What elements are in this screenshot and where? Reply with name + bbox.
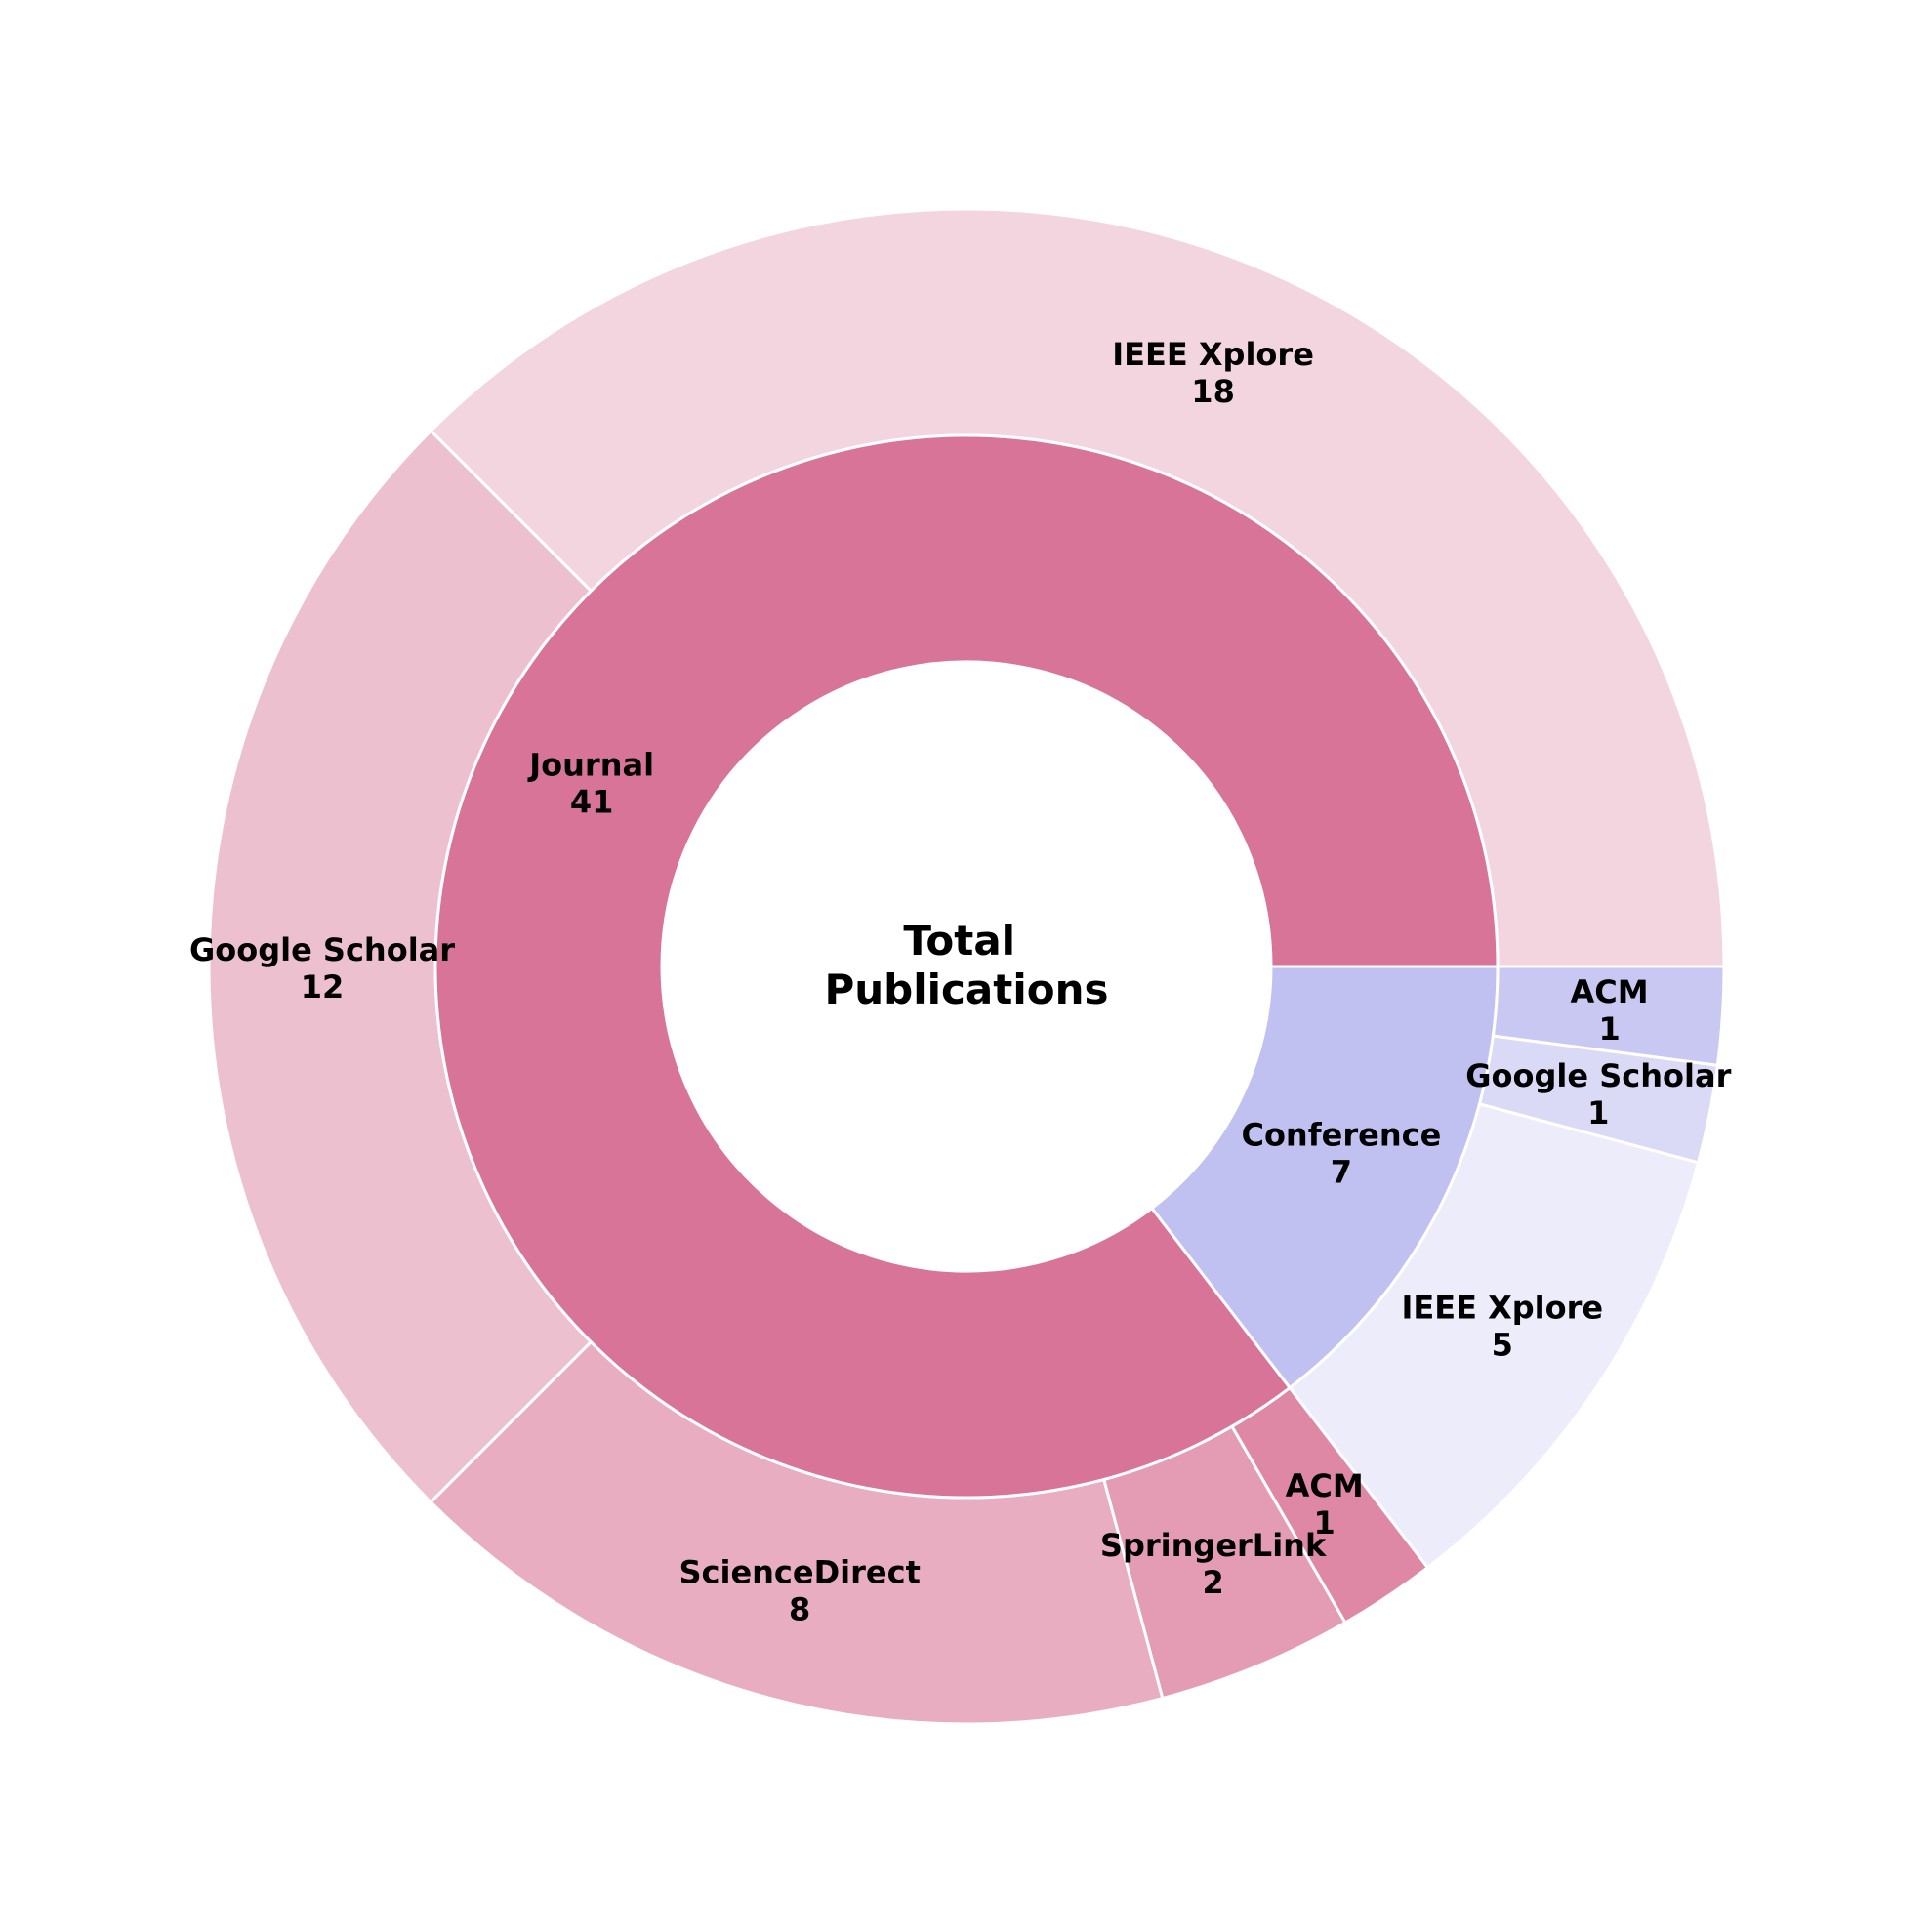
outer-label-conference-google-scholar-value: 1 [1587,1094,1609,1131]
outer-label-journal-sciencedirect-value: 8 [789,1591,810,1628]
outer-label-journal-google-scholar: Google Scholar 12 [189,931,455,1006]
outer-label-journal-google-scholar-value: 12 [301,968,345,1006]
inner-label-journal-value: 41 [570,784,614,821]
outer-label-conference-acm-value: 1 [1598,1010,1620,1048]
outer-label-journal-ieee-xplore-value: 18 [1191,373,1235,410]
outer-label-journal-acm: ACM 1 [1286,1467,1364,1541]
inner-segment-journal [433,433,1500,1500]
center-label: Total Publications [824,917,1108,1013]
inner-label-journal-name: Journal [527,747,654,784]
outer-label-journal-acm-name: ACM [1286,1467,1364,1504]
outer-label-conference-acm-name: ACM [1571,973,1649,1010]
outer-label-conference-ieee-xplore-name: IEEE Xplore [1401,1290,1603,1327]
inner-ring [433,433,1500,1500]
outer-label-journal-google-scholar-name: Google Scholar [189,931,455,968]
outer-label-journal-springerlink: SpringerLink 2 [1100,1527,1327,1601]
outer-label-conference-ieee-xplore-value: 5 [1492,1327,1513,1364]
outer-label-journal-ieee-xplore: IEEE Xplore 18 [1112,336,1314,410]
outer-label-journal-sciencedirect-name: ScienceDirect [678,1554,920,1591]
inner-label-conference-name: Conference [1241,1116,1441,1153]
inner-label-conference: Conference 7 [1241,1116,1441,1190]
inner-segment-conference [1149,965,1500,1390]
center-label-line-1: Total [903,917,1015,965]
inner-label-conference-value: 7 [1331,1153,1352,1190]
outer-label-journal-springerlink-name: SpringerLink [1100,1527,1327,1564]
outer-label-conference-google-scholar-name: Google Scholar [1465,1057,1731,1094]
outer-label-conference-ieee-xplore: IEEE Xplore 5 [1401,1290,1603,1364]
outer-label-conference-acm: ACM 1 [1571,973,1649,1048]
outer-label-journal-springerlink-value: 2 [1202,1564,1223,1601]
outer-label-journal-ieee-xplore-name: IEEE Xplore [1112,336,1314,373]
outer-label-journal-sciencedirect: ScienceDirect 8 [678,1554,920,1628]
center-label-line-2: Publications [824,966,1108,1013]
inner-label-journal: Journal 41 [527,747,654,821]
outer-label-journal-acm-value: 1 [1314,1504,1336,1541]
outer-ring [207,207,1726,1726]
outer-label-conference-google-scholar: Google Scholar 1 [1465,1057,1731,1131]
